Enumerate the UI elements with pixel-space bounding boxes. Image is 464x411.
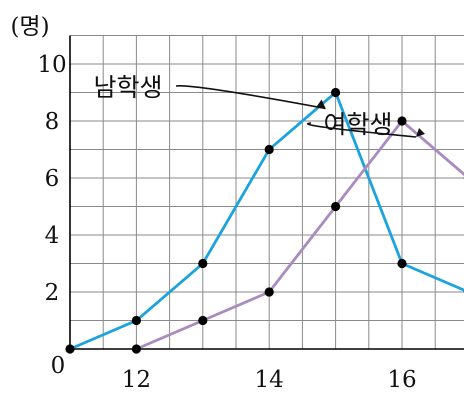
origin-label: 0 bbox=[51, 353, 66, 379]
pointer-arrow-female bbox=[307, 122, 417, 138]
data-point-female bbox=[198, 315, 208, 326]
arrowhead-female bbox=[416, 128, 425, 137]
data-point-male bbox=[331, 87, 341, 98]
series-line-female bbox=[135, 118, 464, 351]
data-point-male bbox=[264, 144, 274, 155]
series-label-female: 여학생 bbox=[323, 110, 392, 139]
data-point-male bbox=[198, 258, 208, 269]
y-tick-label: 10 bbox=[37, 52, 66, 78]
series-label-male: 남학생 bbox=[93, 73, 162, 102]
x-tick-label: 16 bbox=[387, 367, 416, 393]
pointer-arrow-male bbox=[175, 85, 326, 110]
y-axis-unit: (명) bbox=[10, 14, 49, 40]
y-tick-label: 8 bbox=[45, 109, 60, 135]
arrowhead-male bbox=[316, 99, 326, 109]
axes bbox=[69, 35, 464, 350]
y-tick-label: 6 bbox=[45, 166, 60, 192]
data-point-male bbox=[65, 344, 75, 354]
data-point-male bbox=[131, 315, 141, 326]
y-tick-label: 4 bbox=[45, 223, 60, 249]
data-point-male bbox=[397, 258, 407, 269]
data-point-female bbox=[397, 116, 407, 126]
series-line-male bbox=[69, 90, 464, 351]
data-point-female bbox=[264, 287, 274, 297]
data-point-female bbox=[331, 201, 341, 212]
x-tick-label: 14 bbox=[255, 367, 284, 393]
y-tick-label: 2 bbox=[45, 280, 60, 306]
data-point-female bbox=[131, 344, 141, 354]
series bbox=[65, 87, 464, 354]
x-tick-label: 12 bbox=[122, 367, 151, 393]
